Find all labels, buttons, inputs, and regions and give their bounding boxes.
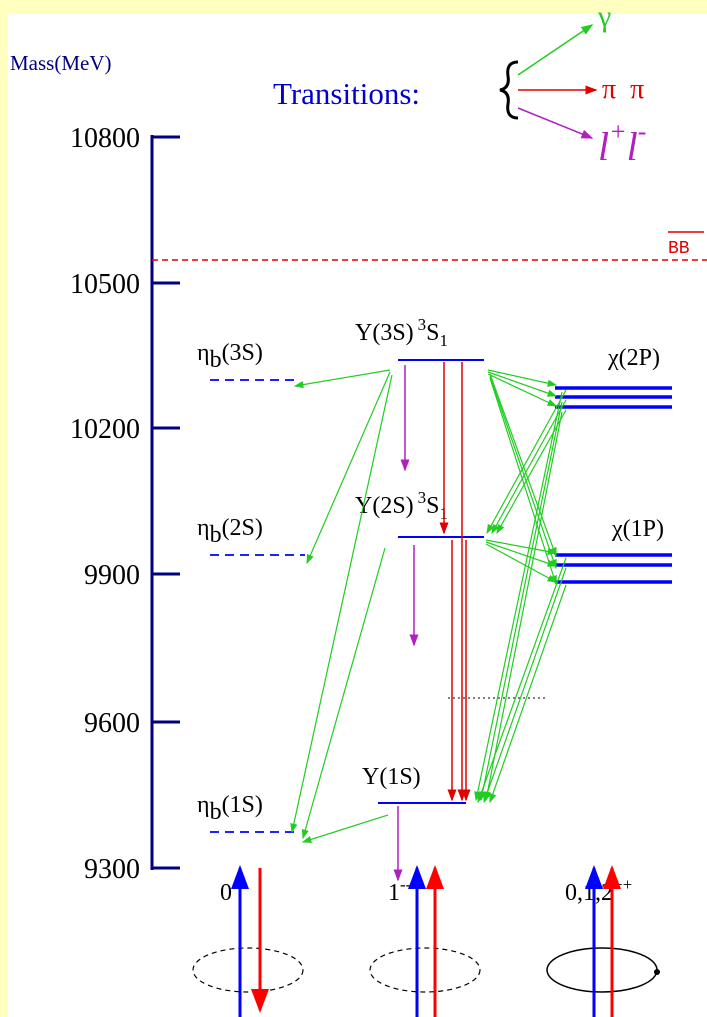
- text-part: 0: [220, 880, 232, 906]
- text-part: ++: [613, 875, 632, 894]
- upsilon-label: Υ(3S) 3S1: [355, 315, 448, 350]
- jpc-label: 1--: [388, 875, 412, 906]
- legend-lepton: l+l-: [598, 117, 646, 169]
- canvas: [8, 14, 707, 1017]
- legend-arrow: [517, 107, 594, 139]
- lepton-transitions: [393, 365, 419, 882]
- text-part: 3: [418, 315, 427, 334]
- legend-title: Transitions:: [273, 76, 420, 111]
- legend-arrow: [517, 24, 594, 76]
- text-part: b: [210, 347, 222, 373]
- text-part: --: [400, 875, 412, 894]
- chi-label: χ(1P): [611, 516, 664, 542]
- gamma-transitions: [290, 369, 567, 843]
- upsilon-label: Υ(1S): [362, 764, 421, 790]
- threshold-label: BB: [668, 239, 690, 259]
- text-part: -: [638, 117, 647, 146]
- text-part: S: [426, 493, 439, 519]
- tick-label: 10800: [70, 123, 140, 154]
- tick-label: 10200: [70, 414, 140, 445]
- pion-transitions: [439, 362, 471, 802]
- upsilon-label: Υ(2S)3S1: [355, 488, 448, 523]
- text-part: Υ(3S): [355, 320, 414, 346]
- text-part: (3S): [222, 340, 263, 366]
- text-part: η: [197, 515, 210, 541]
- text-part: (2S): [222, 515, 263, 541]
- brace: [499, 60, 519, 120]
- text-part: η: [197, 792, 210, 818]
- text-part: l: [598, 124, 609, 169]
- eta-label: ηb(3S): [197, 340, 263, 373]
- text-part: b: [210, 522, 222, 548]
- text-part: (1S): [222, 792, 263, 818]
- axis: [150, 135, 180, 870]
- chi-levels: [555, 386, 672, 584]
- upsilon-levels: [378, 359, 484, 804]
- tick-label: 9300: [84, 854, 140, 885]
- text-part: 1: [388, 880, 400, 906]
- text-part: η: [197, 340, 210, 366]
- eta-label: ηb(2S): [197, 515, 263, 548]
- text-part: b: [210, 799, 222, 825]
- text-part: +: [609, 117, 627, 146]
- legend-gamma: γ: [597, 0, 611, 33]
- chi-label: χ(2P): [607, 345, 660, 371]
- axis-title: Mass(MeV): [10, 51, 111, 75]
- text-part: 0,1,2: [565, 880, 613, 906]
- text-part: 1: [440, 331, 449, 350]
- tick-label: 9600: [84, 708, 140, 739]
- spin-diagrams: [192, 865, 660, 1017]
- legend-pion: π π: [602, 74, 644, 105]
- eta-label: ηb(1S): [197, 792, 263, 825]
- text-part: S: [426, 320, 439, 346]
- eta-levels: [210, 379, 305, 833]
- text-part: 3: [418, 488, 427, 507]
- tick-label: 9900: [84, 560, 140, 591]
- text-part: l: [627, 124, 638, 169]
- tick-label: 10500: [70, 269, 140, 300]
